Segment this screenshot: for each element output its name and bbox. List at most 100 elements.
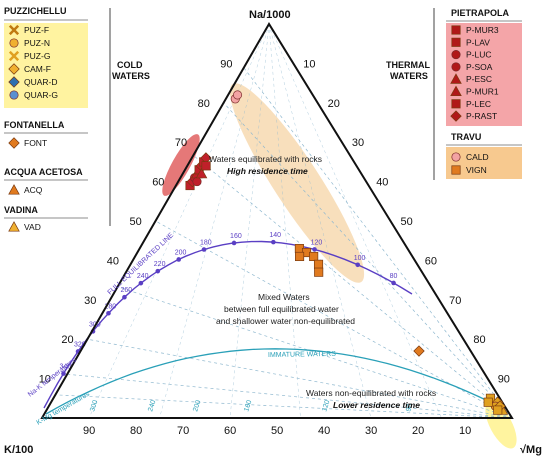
kmg-temp-label: 200 (192, 399, 202, 412)
data-point (313, 259, 324, 269)
full-line-temp-label: 340 (60, 364, 72, 371)
vertex-label-top: Na/1000 (249, 9, 291, 21)
left-edge-tick: 50 (130, 216, 142, 228)
legend-item-label: P-MUR3 (466, 25, 499, 35)
legend-item-label: PUZ-N (24, 38, 50, 48)
grid-line (55, 394, 513, 419)
legend-title-travu: TRAVU (451, 132, 481, 142)
grid-line (223, 102, 513, 419)
kmg-temp-label: 120 (321, 399, 331, 412)
full-line-temp-label: 180 (200, 240, 212, 247)
left-edge-tick: 10 (39, 374, 51, 386)
legend-item-label: P-SOA (466, 62, 493, 72)
right-edge-tick: 90 (498, 374, 510, 386)
left-edge-tick: 60 (152, 177, 164, 189)
bottom-edge-tick: 10 (459, 425, 471, 437)
right-edge-tick: 70 (449, 295, 461, 307)
mixed-sublabel-1: between full equilibrated water (224, 304, 339, 314)
left-edge-tick: 80 (198, 98, 210, 110)
legend-item-label: VIGN (466, 165, 487, 175)
full-line-temp-label: 160 (230, 233, 242, 240)
grid-line (67, 373, 513, 419)
full-line-temp-label: 200 (175, 249, 187, 256)
left-edge-tick: 90 (220, 58, 232, 70)
thermal-waters-label-2: WATERS (390, 71, 428, 81)
ternary-triangle (40, 22, 514, 419)
legend-item-label: QUAR-G (24, 90, 58, 100)
legend-title-puzzichellu: PUZZICHELLU (4, 6, 67, 16)
legend-right: PIETRAPOLA P-MUR3 P-LAV P-LUC P-SOA P-ESC P-M… (433, 8, 522, 180)
full-line-temp-label: 80 (390, 273, 398, 280)
legend-item-label: FONT (24, 138, 47, 148)
legend-marker (450, 85, 462, 97)
full-line-temp-label: 240 (137, 273, 149, 280)
legend-marker (8, 137, 20, 149)
zone-pietrapola (162, 134, 200, 196)
legend-marker (9, 90, 19, 100)
data-point (483, 397, 493, 407)
legend-marker (8, 221, 20, 232)
legend-title-acqua: ACQUA ACETOSA (4, 167, 83, 177)
kmg-temp-label: 160 (243, 399, 253, 412)
thermal-waters-label: THERMAL (386, 60, 430, 70)
legend-item-label: PUZ-G (24, 51, 50, 61)
legend-item-label: QUAR-D (24, 77, 58, 87)
legend-item-label: P-RAST (466, 111, 497, 121)
cold-waters-label: COLD (117, 60, 143, 70)
full-line-marker (155, 268, 161, 274)
mixed-sublabel-2: and shallower water non-equilibrated (216, 316, 355, 326)
kmg-temp-label: 90 (405, 403, 414, 413)
data-point (413, 345, 425, 357)
bottom-edge-tick: 40 (318, 425, 330, 437)
legend-marker (451, 50, 461, 60)
legend-marker (451, 165, 461, 175)
legend-title-vadina: VADINA (4, 205, 38, 215)
grid-line (243, 67, 513, 419)
left-edge-tick: 40 (107, 255, 119, 267)
legend-item-label: P-MUR1 (466, 87, 499, 97)
immature-waters-label: IMMATURE WATERS (268, 351, 336, 359)
bottom-edge-tick: 70 (177, 425, 189, 437)
nonequil-sublabel: Lower residence time (333, 400, 420, 410)
right-edge-tick: 40 (376, 177, 388, 189)
legend-item-label: P-LAV (466, 37, 490, 47)
equil-sublabel: High residence time (227, 166, 308, 176)
full-line-temp-label: 140 (269, 232, 281, 239)
legend-marker (450, 73, 462, 84)
legend-marker (451, 62, 461, 72)
right-edge-tick: 10 (303, 58, 315, 70)
legend-item-label: ACQ (24, 185, 43, 195)
legend-marker (8, 50, 20, 62)
data-point (295, 251, 305, 262)
legend-left: PUZZICHELLU PUZ-F PUZ-N PUZ-G CAM-F QUAR-D QU… (4, 6, 88, 232)
bottom-edge-tick: 50 (271, 425, 283, 437)
legend-marker (451, 152, 461, 162)
data-point (309, 251, 319, 262)
legend-marker (450, 110, 462, 122)
data-point (232, 90, 243, 100)
full-line-marker (106, 310, 111, 316)
legend-item-label: PUZ-F (24, 25, 49, 35)
full-line-marker (391, 280, 396, 286)
cold-waters-label-2: WATERS (112, 71, 150, 81)
full-line-temp-label: 100 (354, 255, 366, 262)
mixed-label: Mixed Waters (258, 292, 310, 302)
legend-marker (8, 184, 20, 195)
right-edge-tick: 50 (401, 216, 413, 228)
legend-marker (9, 38, 19, 48)
full-line-marker (61, 371, 66, 376)
grid-line (88, 23, 270, 419)
right-edge-tick: 20 (328, 98, 340, 110)
grid-line (268, 23, 372, 419)
vertex-label-right: √Mg (520, 444, 542, 456)
right-edge-tick: 60 (425, 255, 437, 267)
legend-marker (8, 76, 20, 88)
vertex-label-left: K/100 (4, 444, 33, 456)
legend-marker (8, 24, 20, 36)
legend-item-label: P-LEC (466, 99, 491, 109)
data-point (192, 177, 202, 187)
legend-item-label: CAM-F (24, 64, 51, 74)
data-point (493, 405, 503, 415)
full-line-temp-label: 120 (311, 239, 323, 246)
